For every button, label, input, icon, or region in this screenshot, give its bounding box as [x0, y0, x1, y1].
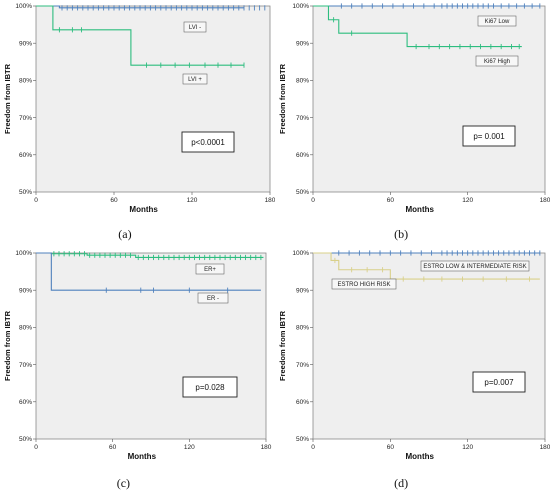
- x-tick-label: 180: [540, 197, 550, 204]
- x-tick-label: 120: [187, 197, 198, 204]
- y-tick-label: 60%: [19, 152, 32, 159]
- y-tick-label: 60%: [19, 399, 32, 406]
- legend-label: Ki67 High: [484, 59, 510, 65]
- y-tick-label: 80%: [296, 325, 309, 332]
- y-tick-label: 50%: [296, 436, 309, 443]
- y-tick-label: 70%: [296, 115, 309, 122]
- x-tick-label: 180: [265, 197, 275, 204]
- series-line: [36, 252, 261, 291]
- x-tick-label: 0: [311, 444, 315, 451]
- plot-area: [312, 5, 546, 193]
- x-axis-label: Months: [406, 452, 435, 461]
- x-tick-label: 120: [184, 444, 195, 451]
- x-tick-label: 60: [387, 444, 395, 451]
- y-tick-label: 50%: [19, 189, 32, 196]
- panel-d: 50% 60% 70% 80% 90% 100% 0 60 120 180 Months Freedo…: [275, 249, 550, 498]
- y-tick-label: 50%: [296, 189, 309, 196]
- p-value-box: [181, 131, 235, 153]
- y-tick-label: 80%: [19, 325, 32, 332]
- km-chart-a: 50% 60% 70% 80% 90% 100% 0 60 120 180 Months Freedo…: [3, 3, 275, 241]
- p-value: p=0.028: [195, 383, 225, 392]
- p-value-box: [462, 125, 516, 147]
- y-tick-label: 60%: [296, 399, 309, 406]
- plot-area: [35, 5, 271, 193]
- y-axis-label: Freedom from IBTR: [3, 310, 12, 381]
- y-axis-label: Freedom from IBTR: [3, 63, 12, 134]
- p-value-box: [472, 371, 526, 393]
- legend-box: [195, 263, 225, 275]
- y-tick-label: 70%: [19, 362, 32, 369]
- y-tick-label: 60%: [296, 152, 309, 159]
- p-value: p<0.0001: [191, 138, 225, 147]
- plot-area: [35, 252, 267, 440]
- x-tick-label: 60: [110, 197, 118, 204]
- km-chart-c: 50% 60% 70% 80% 90% 100% 0 60 120 180 Months Freedo…: [3, 250, 272, 490]
- x-axis-label: Months: [128, 452, 157, 461]
- panel-caption: (a): [118, 227, 131, 241]
- panel-c: 50% 60% 70% 80% 90% 100% 0 60 120 180 Months Freedo…: [0, 249, 275, 498]
- series-line: [313, 5, 522, 48]
- x-tick-label: 180: [540, 444, 550, 451]
- legend-label: Ki67 Low: [485, 19, 510, 25]
- x-tick-label: 120: [462, 444, 473, 451]
- panel-b: 50% 60% 70% 80% 90% 100% 0 60 120 180 Months Freedo…: [275, 0, 550, 249]
- legend-box: [475, 55, 519, 67]
- legend-label: LVI +: [188, 77, 202, 83]
- y-axis-label: Freedom from IBTR: [278, 63, 287, 134]
- km-chart-b: 50% 60% 70% 80% 90% 100% 0 60 120 180 Months Freedo…: [278, 3, 550, 241]
- x-axis-label: Months: [406, 205, 435, 214]
- y-tick-label: 50%: [19, 436, 32, 443]
- panel-a: 50% 60% 70% 80% 90% 100% 0 60 120 180 Months Freedo…: [0, 0, 275, 249]
- x-tick-label: 0: [311, 197, 315, 204]
- x-tick-label: 180: [261, 444, 272, 451]
- y-tick-label: 80%: [19, 78, 32, 85]
- y-tick-label: 90%: [19, 287, 32, 294]
- panel-caption: (b): [394, 227, 408, 241]
- km-chart-d: 50% 60% 70% 80% 90% 100% 0 60 120 180 Months Freedo…: [278, 250, 550, 490]
- p-value: p=0.007: [484, 378, 514, 387]
- y-tick-label: 100%: [292, 3, 309, 10]
- y-tick-label: 90%: [19, 40, 32, 47]
- legend-label: ER -: [207, 296, 219, 302]
- x-tick-label: 0: [34, 197, 38, 204]
- legend-box: [477, 15, 517, 27]
- y-tick-label: 70%: [19, 115, 32, 122]
- y-tick-label: 70%: [296, 362, 309, 369]
- y-tick-label: 80%: [296, 78, 309, 85]
- legend-label: LVI -: [189, 25, 201, 31]
- p-value: p= 0.001: [473, 132, 505, 141]
- panel-caption: (d): [394, 476, 408, 490]
- x-tick-label: 0: [34, 444, 38, 451]
- series-line: [313, 252, 540, 280]
- legend-box: [182, 73, 208, 85]
- p-value-box: [182, 376, 238, 398]
- legend-box: [420, 260, 530, 272]
- panel-caption: (c): [117, 476, 130, 490]
- y-axis-label: Freedom from IBTR: [278, 310, 287, 381]
- legend-label: ER+: [204, 267, 216, 273]
- legend-label: ESTRO HIGH RISK: [337, 282, 390, 288]
- y-tick-label: 100%: [292, 250, 309, 257]
- x-tick-label: 60: [387, 197, 395, 204]
- y-tick-label: 100%: [15, 3, 32, 10]
- y-tick-label: 100%: [15, 250, 32, 257]
- series-line: [36, 5, 244, 66]
- y-tick-label: 90%: [296, 40, 309, 47]
- y-tick-label: 90%: [296, 287, 309, 294]
- x-tick-label: 120: [462, 197, 473, 204]
- legend-box: [183, 21, 207, 33]
- x-tick-label: 60: [109, 444, 117, 451]
- legend-box: [331, 278, 397, 290]
- legend-box: [197, 292, 229, 304]
- legend-label: ESTRO LOW & INTERMEDIATE RISK: [423, 264, 526, 270]
- x-axis-label: Months: [129, 205, 158, 214]
